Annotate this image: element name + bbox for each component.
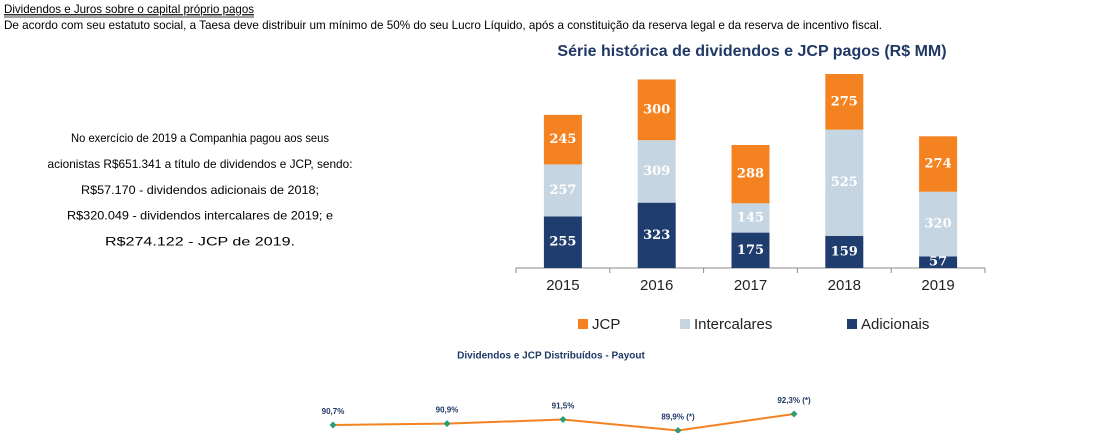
legend-swatch — [680, 319, 690, 329]
summary-line: acionistas R$651.341 a título de dividen… — [48, 157, 353, 171]
payout-label: 90,7% — [322, 407, 345, 416]
summary-line: R$57.170 - dividendos adicionais de 2018… — [81, 183, 319, 197]
x-tick-label: 2015 — [546, 277, 579, 294]
bar-segment — [731, 145, 770, 204]
x-tick-label: 2016 — [640, 277, 673, 294]
legend-label: Intercalares — [694, 316, 772, 333]
bar-label: 320 — [925, 217, 952, 232]
bar-label: 255 — [549, 235, 576, 250]
bar-label: 274 — [925, 157, 952, 172]
x-tick-label: 2019 — [921, 277, 954, 294]
bar-label: 288 — [737, 167, 764, 182]
bar-label: 257 — [549, 183, 576, 198]
bar-label: 57 — [929, 255, 947, 270]
bar-segment — [543, 164, 582, 217]
payout-label: 90,9% — [436, 406, 459, 415]
legend-swatch — [847, 319, 857, 329]
payout-label: 89,9% (*) — [661, 413, 695, 422]
bar-segment — [919, 256, 958, 268]
line-chart-title: Dividendos e JCP Distribuídos - Payout — [457, 351, 645, 362]
legend-label: Adicionais — [861, 316, 929, 333]
bar-segment — [731, 232, 770, 268]
bar-label: 525 — [831, 175, 858, 190]
payout-marker — [674, 427, 682, 433]
bar-segment — [543, 114, 582, 165]
bar-segment — [825, 235, 864, 268]
paragraph: De acordo com seu estatuto social, a Tae… — [4, 18, 882, 32]
legend-swatch — [578, 319, 588, 329]
x-tick-label: 2017 — [734, 277, 767, 294]
payout-marker — [443, 420, 451, 428]
summary-line: R$274.122 - JCP de 2019. — [105, 234, 295, 248]
bar-chart-title: Série histórica de dividendos e JCP pago… — [557, 43, 946, 60]
bar-segment — [637, 140, 676, 203]
summary-line: R$320.049 - dividendos intercalares de 2… — [67, 209, 333, 223]
bar-segment — [731, 203, 770, 233]
section-title: Dividendos e Juros sobre o capital própr… — [4, 2, 254, 16]
bar-segment — [825, 129, 864, 236]
bar-segment — [919, 136, 958, 192]
bar-label: 245 — [549, 132, 576, 147]
bar-label: 145 — [737, 210, 764, 225]
bar-label: 309 — [643, 164, 670, 179]
bar-segment — [637, 79, 676, 141]
bar-label: 323 — [643, 228, 670, 243]
bar-segment — [637, 202, 676, 268]
bar-label: 300 — [643, 102, 670, 117]
payout-marker — [559, 415, 567, 423]
bar-segment — [543, 216, 582, 268]
payout-label: 92,3% (*) — [777, 396, 811, 405]
summary-line: No exercício de 2019 a Companhia pagou a… — [71, 131, 329, 145]
bar-label: 159 — [831, 244, 858, 259]
bar-label: 175 — [737, 243, 764, 258]
legend-label: JCP — [592, 316, 620, 333]
x-tick-label: 2018 — [828, 277, 861, 294]
payout-label: 91,5% — [552, 402, 575, 411]
bar-label: 275 — [831, 94, 858, 109]
bar-segment — [825, 74, 864, 130]
payout-marker — [329, 421, 337, 429]
payout-marker — [790, 410, 798, 418]
bar-segment — [919, 191, 958, 257]
